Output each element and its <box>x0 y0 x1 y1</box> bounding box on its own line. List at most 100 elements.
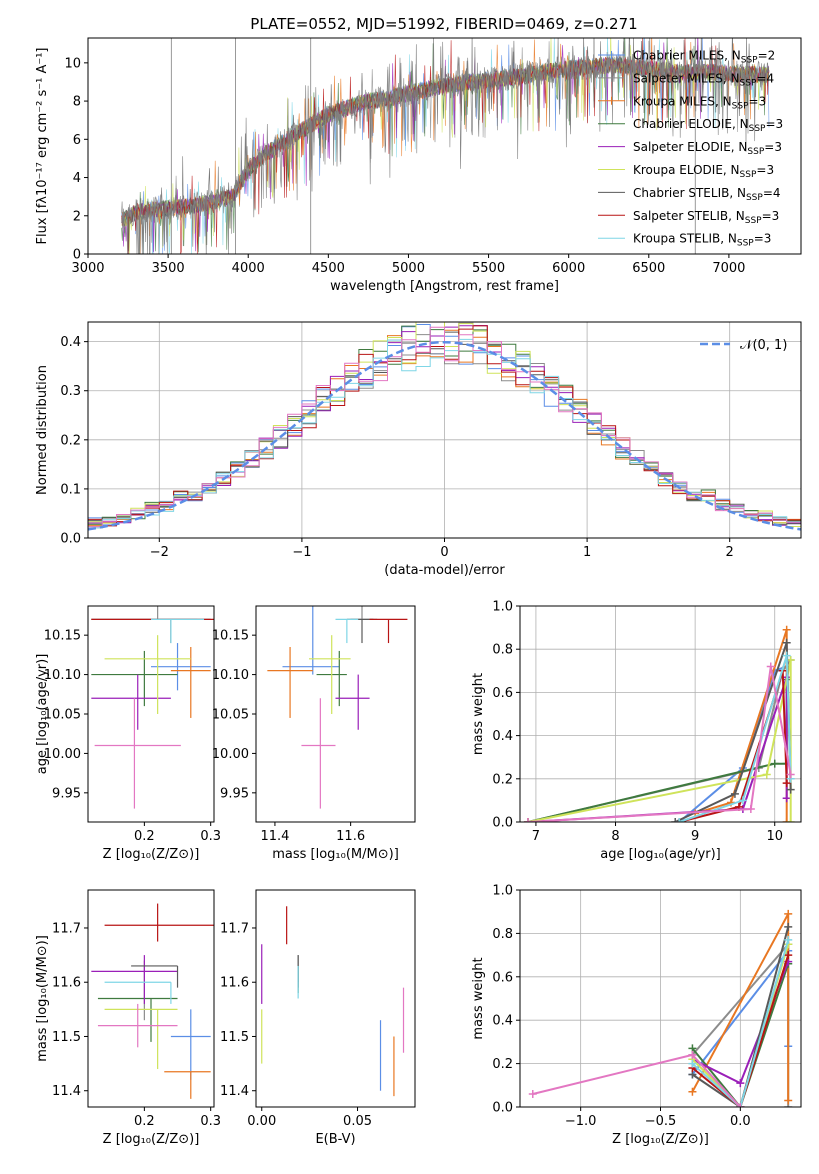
tick-label-y: 11.5 <box>220 1030 249 1045</box>
tick-label-y: 11.6 <box>220 976 249 991</box>
weight-point-kroupa_miles <box>784 1096 793 1105</box>
tick-label-x: 0.3 <box>200 1114 221 1129</box>
legend-subscript: SSP <box>747 147 764 157</box>
y-axis-label: mass [log₁₀(M/M⊙)] <box>35 935 50 1062</box>
tick-label-x: 0.05 <box>343 1114 372 1129</box>
tick-label-x: 0.2 <box>134 829 155 844</box>
legend-label: Salpeter ELODIE, NSSP=3 <box>633 140 782 157</box>
tick-label-x: 7000 <box>712 261 745 276</box>
axes-frame-2 <box>87 605 215 823</box>
legend-subscript: SSP <box>737 239 754 249</box>
legend-value: =3 <box>765 117 783 131</box>
weight-point-pink <box>746 805 755 814</box>
errorbar-salpeter_elodie <box>91 674 171 730</box>
weight-point-salpeter_stelib <box>784 951 793 960</box>
tick-label-y: 0.2 <box>60 433 81 448</box>
errorbar-salpeter_miles <box>157 606 198 621</box>
weight-line-kroupa_miles <box>694 629 788 822</box>
legend-value: =3 <box>754 232 772 246</box>
weight-point-pink <box>688 1050 697 1059</box>
axes-frame-5 <box>87 889 215 1108</box>
tick-label-y: 10.05 <box>212 708 249 723</box>
x-axis-label: E(B-V) <box>315 1132 355 1147</box>
x-axis-label: Z [log₁₀(Z/Z⊙)] <box>612 1132 709 1147</box>
tick-label-x: −2 <box>150 545 169 560</box>
weight-point-salpeter_elodie <box>736 1079 745 1088</box>
errorbar-kroupa_elodie <box>104 635 191 714</box>
weight-point-kroupa_miles <box>782 818 791 822</box>
tick-label-y: 1.0 <box>492 884 513 899</box>
legend-label: Chabrier STELIB, NSSP=4 <box>633 186 781 203</box>
legend-label: Chabrier MILES, NSSP=2 <box>633 49 775 66</box>
legend-label: Salpeter STELIB, NSSP=3 <box>633 209 779 226</box>
tick-label-x: 10 <box>766 829 783 844</box>
tick-label-x: −1.0 <box>565 1114 597 1129</box>
tick-label-x: −0.5 <box>645 1114 677 1129</box>
legend-label: Salpeter MILES, NSSP=4 <box>633 71 774 88</box>
weight-point-kroupa_miles <box>688 1087 697 1096</box>
tick-label-y: 0.4 <box>60 335 81 350</box>
tick-label-x: 3500 <box>152 261 185 276</box>
tick-label-x: 3000 <box>71 261 104 276</box>
weight-point-pink <box>528 1089 537 1098</box>
spectrum-title: PLATE=0552, MJD=51992, FIBERID=0469, z=0… <box>250 15 637 33</box>
legend-value: =3 <box>756 163 774 177</box>
axes-7 <box>516 889 801 1111</box>
tick-label-x: 11.6 <box>336 829 365 844</box>
errorbar-salpeter_stelib <box>369 618 408 644</box>
errorbar-chabrier_stelib <box>131 965 179 988</box>
weight-point-chabrier_stelib <box>786 785 795 794</box>
errorbar-kroupa_elodie <box>104 1008 178 1070</box>
legend-subscript: SSP <box>745 216 762 226</box>
errorbar-chabrier_stelib <box>91 618 211 644</box>
weight-point-kroupa_miles <box>784 909 793 918</box>
x-axis-label: (data-model)/error <box>384 563 505 578</box>
axes-frame-0 <box>87 37 802 255</box>
weight-point-salpeter_stelib <box>782 779 791 788</box>
weight-point-kroupa_stelib <box>782 651 791 660</box>
histogram-pink <box>88 326 801 528</box>
weight-point-chabrier_elodie <box>770 759 779 768</box>
y-axis-label: Flux [fλ10⁻¹⁷ erg cm⁻² s⁻¹ A⁻¹] <box>35 48 50 245</box>
tick-label-y: 10.05 <box>44 708 81 723</box>
tick-label-y: 11.4 <box>52 1084 81 1099</box>
weight-point-kroupa_stelib <box>688 1059 697 1068</box>
tick-label-x: 5000 <box>392 261 425 276</box>
tick-label-y: 11.4 <box>220 1084 249 1099</box>
tick-label-y: 10.00 <box>212 747 249 762</box>
legend-value: =4 <box>756 71 774 85</box>
tick-label-y: 0.8 <box>492 927 513 942</box>
errorbar-chabrier_elodie <box>97 997 178 1042</box>
errorbar-chabrier_miles <box>151 643 211 691</box>
weight-line-salpeter_stelib <box>691 954 790 1107</box>
errorbar-pink <box>97 1003 178 1048</box>
tick-label-y: 10.10 <box>212 668 249 683</box>
x-axis-label: Z [log₁₀(Z/Z⊙)] <box>103 847 200 862</box>
errorbar-pink <box>94 698 181 809</box>
tick-label-x: 1 <box>583 545 591 560</box>
tick-label-y: 4 <box>73 171 81 186</box>
tick-label-y: 0.4 <box>492 1014 513 1029</box>
tick-label-y: 0.4 <box>492 729 513 744</box>
tick-label-y: 0.0 <box>492 1101 513 1116</box>
tick-label-y: 1.0 <box>492 600 513 615</box>
tick-label-y: 2 <box>73 209 81 224</box>
legend-subscript: SSP <box>740 170 757 180</box>
axes-3 <box>252 634 352 826</box>
tick-label-x: 0.0 <box>730 1114 751 1129</box>
axes-1 <box>84 322 801 542</box>
tick-label-y: 10.15 <box>44 629 81 644</box>
errorbar-kroupa_stelib <box>104 981 172 1004</box>
tick-label-y: 11.7 <box>52 921 81 936</box>
errorbar-salpeter_miles <box>350 606 378 621</box>
tick-label-y: 0 <box>73 248 81 263</box>
normal-curve <box>87 340 802 531</box>
weight-point-kroupa_stelib <box>675 818 684 822</box>
axes-frame-6 <box>255 889 416 1108</box>
axes-2 <box>84 634 212 826</box>
weight-point-kroupa_elodie <box>762 770 771 779</box>
legend-subscript: SSP <box>749 124 766 134</box>
tick-label-x: 7 <box>532 829 540 844</box>
errorbar-kroupa_elodie <box>309 635 351 714</box>
